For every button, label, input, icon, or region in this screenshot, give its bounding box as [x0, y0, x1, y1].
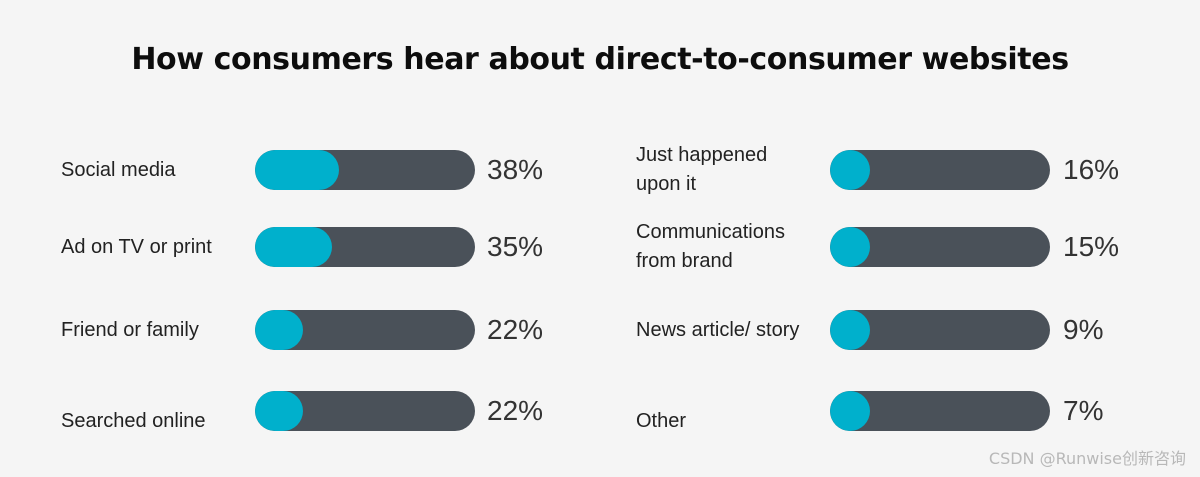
category-label: Social media — [61, 158, 176, 181]
category-label: Communications from brand — [636, 221, 785, 272]
value-label: 38% — [487, 154, 544, 185]
bar-fill — [830, 310, 870, 350]
bar-fill — [830, 150, 870, 190]
value-label: 35% — [487, 231, 544, 262]
value-label: 22% — [487, 314, 544, 345]
bar-track — [255, 391, 475, 431]
bar-track — [255, 310, 475, 350]
bar-track — [830, 391, 1050, 431]
bar-track — [255, 150, 475, 190]
bar-fill — [830, 227, 870, 267]
watermark: CSDN @Runwise创新咨询 — [988, 449, 1186, 468]
value-label: 7% — [1063, 395, 1104, 426]
value-label: 9% — [1063, 314, 1104, 345]
category-label: Friend or family — [61, 318, 199, 341]
value-label: 16% — [1063, 154, 1120, 185]
bar-track — [830, 227, 1050, 267]
category-label: News article/ story — [636, 318, 800, 341]
category-label: Ad on TV or print — [61, 235, 212, 258]
value-label: 15% — [1063, 231, 1120, 262]
bar-track — [830, 310, 1050, 350]
bar-fill — [255, 227, 332, 267]
value-label: 22% — [487, 395, 544, 426]
bar-track — [255, 227, 475, 267]
bar-fill — [255, 150, 339, 190]
bar-fill — [255, 310, 304, 350]
category-label: Other — [636, 409, 687, 432]
bar-fill — [830, 391, 870, 431]
category-label: Searched online — [61, 409, 206, 432]
bar-fill — [255, 391, 304, 431]
bar-track — [830, 150, 1050, 190]
chart-title: How consumers hear about direct-to-consu… — [131, 42, 1069, 77]
category-label: Just happened upon it — [636, 144, 768, 195]
